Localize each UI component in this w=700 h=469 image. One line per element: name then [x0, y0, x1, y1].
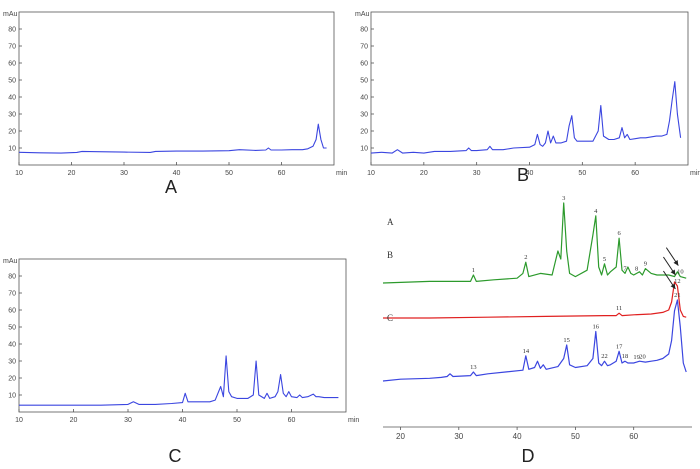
x-tick-label: 60 — [629, 432, 638, 441]
x-tick-label: 50 — [578, 170, 586, 177]
x-tick-label: 40 — [513, 432, 522, 441]
y-tick-label: 50 — [8, 325, 16, 332]
y-tick-label: 40 — [360, 95, 368, 102]
arrow-head — [673, 260, 679, 266]
y-tick-label: 10 — [360, 146, 368, 153]
x-tick-label: 20 — [70, 417, 78, 424]
peak-label: 6 — [617, 230, 621, 237]
peak-label: 8 — [635, 265, 638, 272]
trace-label: C — [387, 313, 393, 323]
y-tick-label: 80 — [8, 27, 16, 34]
y-tick-label: 10 — [8, 146, 16, 153]
peak-label: 11 — [616, 305, 622, 312]
peak-label: 22 — [601, 353, 608, 360]
peak-label: 17 — [616, 343, 623, 350]
arrow-head — [670, 283, 676, 289]
x-tick-label: 30 — [454, 432, 463, 441]
peak-label: 14 — [523, 348, 530, 355]
panel-letter-d: D — [522, 446, 535, 466]
y-tick-label: 70 — [8, 44, 16, 51]
x-tick-label: 60 — [288, 417, 296, 424]
y-tick-label: 60 — [360, 61, 368, 68]
x-tick-label: 40 — [526, 170, 534, 177]
x-tick-label: 60 — [278, 170, 286, 177]
peak-label: 21 — [674, 292, 681, 299]
trace-label: A — [387, 217, 394, 227]
x-tick-label: 20 — [68, 170, 76, 177]
chromatogram-trace — [18, 123, 327, 154]
x-tick-label: 30 — [120, 170, 128, 177]
y-tick-label: 50 — [8, 78, 16, 85]
y-tick-label: 40 — [8, 342, 16, 349]
peak-label: 7 — [623, 265, 627, 272]
peak-label: 3 — [562, 195, 565, 202]
y-tick-label: 70 — [8, 291, 16, 298]
x-axis-label: min — [690, 170, 700, 177]
y-tick-label: 20 — [8, 376, 16, 383]
chromatogram-trace — [19, 355, 339, 406]
y-tick-label: 30 — [360, 112, 368, 119]
x-axis-label: min — [336, 170, 347, 177]
plot-frame — [18, 258, 347, 413]
panel-letter-c: C — [169, 446, 182, 466]
y-axis-label: mAu — [3, 258, 18, 265]
x-tick-label: 40 — [179, 417, 187, 424]
y-tick-label: 80 — [8, 274, 16, 281]
x-tick-label: 50 — [233, 417, 241, 424]
y-tick-label: 80 — [360, 27, 368, 34]
peak-label: 12 — [674, 278, 681, 285]
x-tick-label: 10 — [367, 170, 375, 177]
peak-label: 9 — [644, 261, 647, 268]
peak-label: 16 — [593, 324, 600, 331]
y-axis-label: mAu — [355, 11, 370, 18]
peak-label: 4 — [594, 208, 598, 215]
y-tick-label: 50 — [360, 78, 368, 85]
x-tick-label: 10 — [15, 170, 23, 177]
x-tick-label: 50 — [225, 170, 233, 177]
plot-frame — [370, 11, 689, 166]
peak-label: 15 — [563, 337, 570, 344]
trace-label: B — [387, 250, 393, 260]
peak-label: 2 — [524, 254, 527, 261]
x-tick-label: 10 — [15, 417, 23, 424]
x-tick-label: 40 — [173, 170, 181, 177]
peak-label: 19 — [633, 354, 640, 361]
x-tick-label: 50 — [571, 432, 580, 441]
x-tick-label: 30 — [473, 170, 481, 177]
peak-label: 10 — [677, 269, 684, 276]
y-tick-label: 40 — [8, 95, 16, 102]
x-tick-label: 20 — [420, 170, 428, 177]
chromatogram-trace-b — [383, 281, 687, 319]
chromatogram-trace-c — [382, 299, 687, 382]
chromatogram-trace — [370, 81, 682, 154]
y-tick-label: 30 — [8, 359, 16, 366]
x-axis-label: min — [348, 417, 359, 424]
x-tick-label: 30 — [124, 417, 132, 424]
y-tick-label: 70 — [360, 44, 368, 51]
y-tick-label: 30 — [8, 112, 16, 119]
chromatogram-panel-b: 10 20 30 40 50 60 70 80 mAu 10 20 30 40 50 60 min — [355, 11, 700, 177]
panel-letter-b: B — [517, 165, 529, 185]
plot-frame — [18, 11, 335, 166]
y-tick-label: 60 — [8, 308, 16, 315]
chromatogram-panel-a: 10 20 30 40 50 60 70 80 mAu 10 20 30 40 50 60 min — [3, 11, 347, 177]
peak-label: 1 — [472, 267, 475, 274]
y-axis-label: mAu — [3, 11, 18, 18]
arrow-head — [670, 269, 676, 275]
x-tick-label: 20 — [396, 432, 405, 441]
chromatogram-panel-c: 10 20 30 40 50 60 70 80 mAu 10 20 30 40 50 60 min — [3, 258, 359, 424]
peak-label: 13 — [470, 364, 477, 371]
peak-label: 20 — [639, 354, 646, 361]
x-tick-label: 60 — [631, 170, 639, 177]
chromatogram-trace-a — [382, 202, 687, 284]
panel-letter-a: A — [165, 177, 177, 197]
y-tick-label: 20 — [360, 129, 368, 136]
y-tick-label: 10 — [8, 393, 16, 400]
peak-label: 5 — [603, 256, 606, 263]
y-tick-label: 60 — [8, 61, 16, 68]
peak-label: 18 — [622, 353, 629, 360]
y-tick-label: 20 — [8, 129, 16, 136]
